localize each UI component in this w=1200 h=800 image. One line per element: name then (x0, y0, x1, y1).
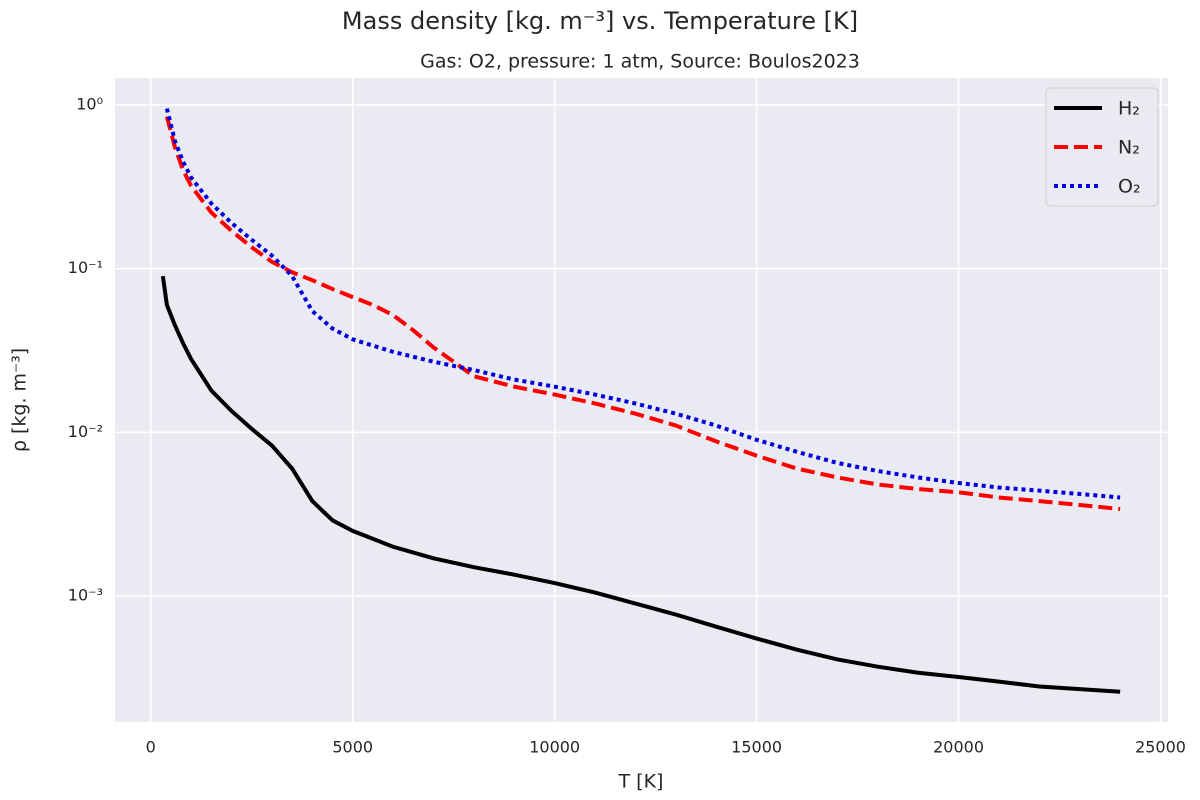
y-tick-label: 10⁻¹ (68, 258, 103, 277)
legend-label: O₂ (1118, 176, 1141, 198)
series-line (160, 275, 1121, 694)
x-tick-label: 25000 (1135, 738, 1186, 757)
x-axis-label: T [K] (618, 771, 664, 793)
legend-label: H₂ (1118, 98, 1140, 120)
y-tick-label: 10⁻² (68, 422, 103, 441)
x-tick-label: 10000 (529, 738, 580, 757)
y-tick-label: 10⁰ (76, 94, 103, 113)
chart-subtitle: Gas: O2, pressure: 1 atm, Source: Boulos… (420, 51, 860, 73)
legend-label: N₂ (1118, 137, 1140, 159)
y-tick-label: 10⁻³ (68, 586, 103, 605)
chart-title: Mass density [kg. m⁻³] vs. Temperature [… (342, 7, 858, 35)
legend: H₂ N₂ O₂ (1045, 87, 1159, 207)
y-axis-label: ρ [kg. m⁻³] (9, 348, 31, 452)
x-tick-label: 15000 (731, 738, 782, 757)
plot-area (115, 78, 1168, 722)
series-line (164, 115, 1121, 511)
x-tick-label: 0 (146, 738, 156, 757)
x-tick-label: 5000 (332, 738, 373, 757)
x-tick-label: 20000 (933, 738, 984, 757)
